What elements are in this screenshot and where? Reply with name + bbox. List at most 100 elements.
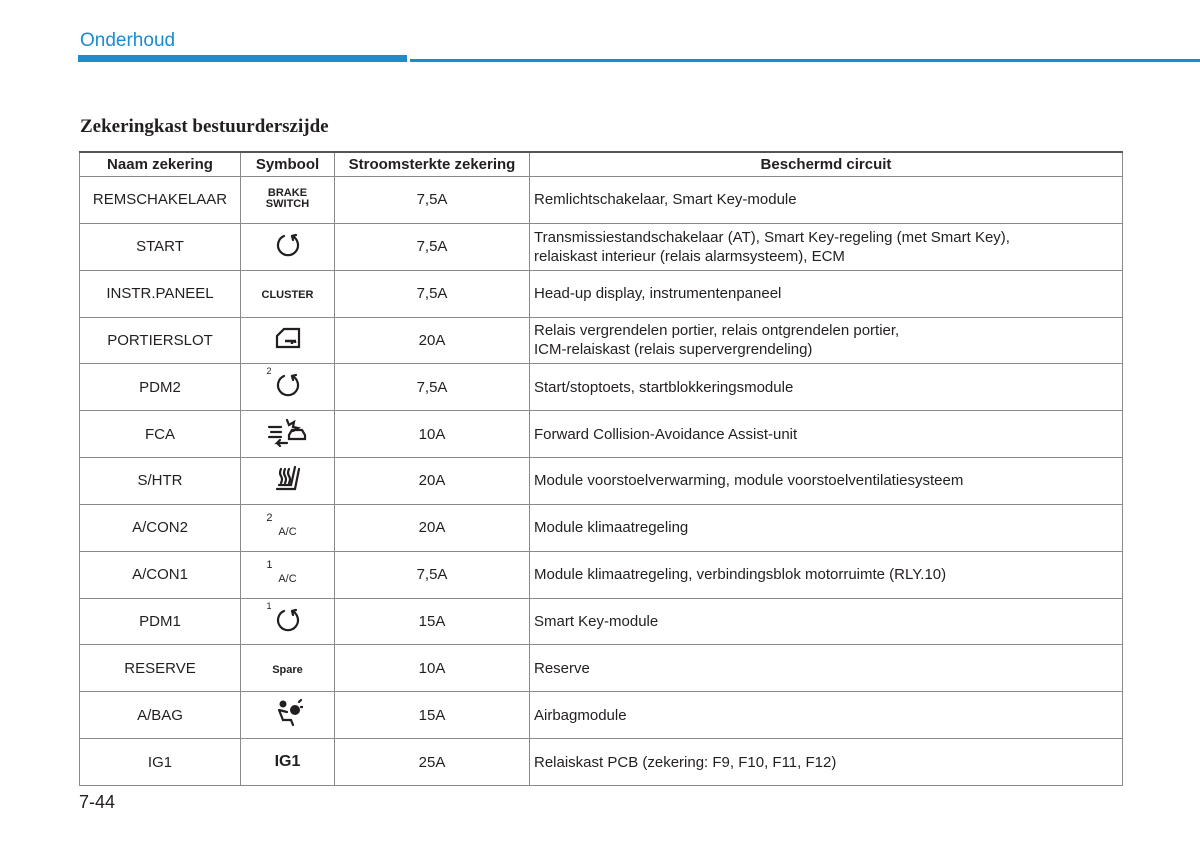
protected-circuit: Module klimaatregeling, verbindingsblok … — [529, 550, 1123, 599]
symbol-text: BRAKE — [267, 187, 308, 200]
symbol — [274, 327, 302, 353]
symbol-icon — [275, 372, 301, 402]
fuse-name: PDM2 — [79, 363, 241, 412]
fuse-name: START — [79, 222, 241, 271]
fuse-name: PDM1 — [79, 597, 241, 646]
fuse-name: A/CON1 — [79, 550, 241, 599]
symbol: 1 — [267, 601, 301, 637]
symbol-text: Spare — [272, 663, 303, 676]
symbol-icon — [273, 699, 304, 731]
table-row: A/BAG 15A Airbagmodule — [79, 691, 1123, 740]
column-header: Symbool — [240, 151, 335, 177]
table-row: PDM2 2 7,5A Start/stoptoets, startblokkerin… — [79, 363, 1123, 412]
fuse-name: IG1 — [79, 738, 241, 786]
table-row: S/HTR 20A Module voorstoelverwarming, modu… — [79, 457, 1123, 505]
table-row: IG1 IG1 25A Relaiskast PCB (zekering: F9, F… — [79, 738, 1123, 786]
fuse-rating: 15A — [334, 597, 530, 646]
symbol-text: CLUSTER — [261, 289, 314, 302]
header-row: Naam zekering Symbool Stroomsterkte zekeri… — [79, 151, 1123, 177]
protected-circuit: Smart Key-module — [529, 597, 1123, 646]
circuit-line: Module voorstoelverwarming, module voors… — [534, 472, 964, 490]
symbol: BRAKE SWITCH — [266, 188, 309, 210]
fuse-symbol: A/C 1 — [240, 550, 335, 599]
symbol — [273, 465, 303, 497]
circuit-line: ICM-relaiskast (relais supervergrendelin… — [534, 341, 813, 359]
symbol — [267, 417, 309, 451]
fuse-symbol: 2 — [240, 363, 335, 412]
fuse-rating: 20A — [334, 503, 530, 552]
symbol-text: SWITCH — [265, 198, 310, 211]
fuse-symbol — [240, 316, 335, 365]
column-header: Stroomsterkte zekering — [334, 151, 530, 177]
fuse-rating: 7,5A — [334, 363, 530, 412]
fuse-name: REMSCHAKELAAR — [79, 176, 241, 224]
symbol: A/C 1 — [266, 559, 296, 586]
symbol-mark: 2 — [266, 512, 273, 525]
circuit-line: Head-up display, instrumentenpaneel — [534, 285, 782, 303]
table-row: A/CON2 A/C 2 20A Module klimaatregeling — [79, 503, 1123, 552]
circuit-line: Module klimaatregeling, verbindingsblok … — [534, 566, 947, 584]
fuse-name: INSTR.PANEEL — [79, 269, 241, 318]
fuse-symbol: Spare — [240, 644, 335, 693]
protected-circuit: Forward Collision-Avoidance Assist-unit — [529, 410, 1123, 459]
table-row: A/CON1 A/C 1 7,5A Module klimaatregeling, ve… — [79, 550, 1123, 599]
symbol-icon — [275, 607, 301, 637]
fuse-symbol: BRAKE SWITCH — [240, 176, 335, 224]
circuit-line: Transmissiestandschakelaar (AT), Smart K… — [534, 228, 1010, 246]
icon — [276, 608, 299, 631]
table-row: PORTIERSLOT 20A Relais vergrendelen portie… — [79, 316, 1123, 365]
fuse-name: S/HTR — [79, 457, 241, 505]
fuse-rating: 7,5A — [334, 550, 530, 599]
circuit-line: Smart Key-module — [534, 613, 659, 631]
symbol: A/C 2 — [266, 512, 296, 539]
table-row: RESERVE Spare 10A Reserve — [79, 644, 1123, 693]
header-line — [410, 59, 1200, 62]
fuse-name: A/CON2 — [79, 503, 241, 552]
column-header: Beschermd circuit — [529, 151, 1123, 177]
protected-circuit: Relaiskast PCB (zekering: F9, F10, F11, … — [529, 738, 1123, 786]
protected-circuit: Remlichtschakelaar, Smart Key-module — [529, 176, 1123, 224]
icon — [275, 328, 300, 349]
icon — [275, 465, 300, 491]
fuse-symbol — [240, 410, 335, 459]
fuse-rating: 10A — [334, 644, 530, 693]
symbol-text: IG1 — [274, 753, 301, 771]
symbol: 2 — [267, 366, 301, 402]
fuse-rating: 20A — [334, 316, 530, 365]
icon — [276, 374, 299, 397]
circuit-line: Reserve — [534, 659, 590, 677]
symbol-mark: 1 — [266, 559, 273, 572]
fuse-symbol — [240, 222, 335, 271]
fuse-rating: 10A — [334, 410, 530, 459]
fuse-rating: 20A — [334, 457, 530, 505]
fuse-table: Naam zekering Symbool Stroomsterkte zekeri… — [79, 151, 1123, 786]
fuse-rating: 7,5A — [334, 269, 530, 318]
protected-circuit: Head-up display, instrumentenpaneel — [529, 269, 1123, 318]
protected-circuit: Airbagmodule — [529, 691, 1123, 740]
circuit-line: Module klimaatregeling — [534, 519, 689, 537]
symbol-mark: 2 — [266, 366, 272, 377]
column-header: Naam zekering — [79, 151, 241, 177]
symbol — [275, 232, 301, 262]
table-row: PDM1 1 15A Smart Key-module — [79, 597, 1123, 646]
symbol-icon — [267, 417, 309, 451]
circuit-line: Remlichtschakelaar, Smart Key-module — [534, 191, 797, 209]
circuit-line: Airbagmodule — [534, 706, 627, 724]
symbol-mark: 1 — [266, 600, 272, 611]
protected-circuit: Module klimaatregeling — [529, 503, 1123, 552]
fuse-symbol: CLUSTER — [240, 269, 335, 318]
symbol-icon — [275, 232, 301, 262]
symbol-icon — [273, 465, 303, 497]
fuse-name: RESERVE — [79, 644, 241, 693]
symbol-icon — [274, 327, 302, 353]
icon — [276, 233, 299, 256]
fuse-rating: 7,5A — [334, 176, 530, 224]
circuit-line: Relaiskast PCB (zekering: F9, F10, F11, … — [534, 753, 837, 771]
protected-circuit: Reserve — [529, 644, 1123, 693]
fuse-name: FCA — [79, 410, 241, 459]
circuit-line: Start/stoptoets, startblokkeringsmodule — [534, 378, 794, 396]
table-row: START 7,5A Transmissiestandschakelaar (AT)… — [79, 222, 1123, 271]
fuse-rating: 15A — [334, 691, 530, 740]
table-row: INSTR.PANEEL CLUSTER 7,5A Head-up display, … — [79, 269, 1123, 318]
symbol — [273, 699, 304, 731]
